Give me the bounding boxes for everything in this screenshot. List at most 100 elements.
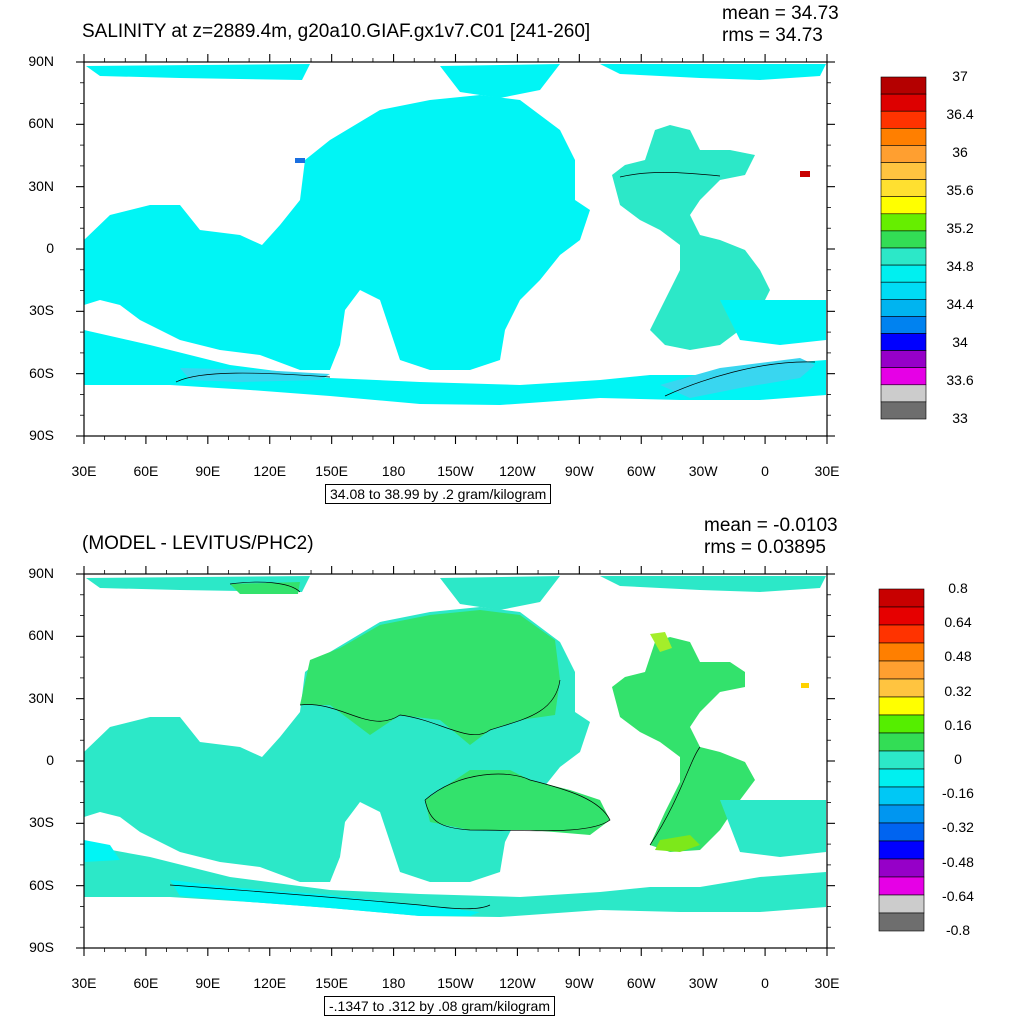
colorbar-swatch (878, 786, 925, 806)
colorbar-label: 35.6 (946, 182, 974, 198)
y-tick-label: 30S (29, 302, 54, 319)
colorbar-swatch (880, 298, 927, 317)
colorbar-swatch (880, 333, 927, 351)
colorbar-label: 35.2 (946, 220, 974, 236)
y-tick-label: 90N (28, 565, 54, 581)
y-tick-label: 90S (29, 939, 54, 955)
colorbar-swatch (878, 912, 925, 932)
y-tick-label: 60S (29, 876, 54, 893)
colorbar-label: 34 (952, 334, 968, 350)
colorbar-swatch (878, 768, 925, 788)
x-tick-label: 120E (253, 975, 287, 991)
x-tick-label: 30E (814, 975, 840, 991)
colorbar-label: -0.32 (942, 819, 974, 836)
y-tick-label: 30N (28, 689, 54, 706)
x-tick-label: 120W (499, 975, 536, 991)
panel2-mean: mean = -0.0103 (704, 515, 838, 536)
colorbar-swatch (880, 110, 927, 129)
panel2-contour-info: -.1347 to .312 by .08 gram/kilogram (324, 996, 556, 1016)
colorbar-swatch (880, 281, 927, 300)
colorbar-swatch (878, 642, 925, 662)
y-tick-label: 0 (46, 752, 54, 768)
panel2-colorbar (878, 588, 925, 932)
panel2-atlantic-anomaly (612, 637, 755, 852)
x-tick-label: 120W (499, 463, 536, 479)
colorbar-label: -0.48 (942, 853, 974, 870)
colorbar-swatch (878, 588, 925, 608)
colorbar-label: 33.6 (946, 372, 974, 388)
colorbar-swatch (878, 840, 925, 860)
axis-ticks (76, 54, 835, 956)
colorbar-swatch (878, 624, 925, 644)
colorbar-swatch (880, 230, 927, 249)
colorbar-swatch (880, 145, 927, 163)
x-tick-label: 30E (71, 463, 97, 479)
x-tick-label: 60E (133, 463, 159, 479)
colorbar-label: 36.4 (946, 106, 974, 122)
panel2-map (83, 573, 828, 949)
colorbar-swatch (880, 93, 927, 112)
panel1-mean: mean = 34.73 (722, 3, 839, 24)
y-tick-label: 60S (29, 364, 54, 381)
colorbar-swatch (880, 196, 927, 215)
panel1-colorbar (880, 76, 927, 420)
colorbar-swatch (878, 660, 925, 680)
colorbar-swatch (878, 732, 925, 752)
colorbar-swatch (880, 350, 927, 369)
x-tick-label: 60W (626, 975, 656, 991)
panel1-arctic-ocean (86, 64, 310, 80)
colorbar-swatch (878, 804, 925, 824)
colorbar-swatch (880, 162, 927, 180)
panel1-rms: rms = 34.73 (722, 25, 823, 46)
colorbar-label: 34.8 (946, 258, 974, 274)
panel2-rms: rms = 0.03895 (704, 537, 826, 558)
colorbar-label: 0.32 (944, 682, 972, 699)
colorbar-swatch (880, 264, 927, 283)
colorbar-label: 0.64 (944, 614, 972, 631)
colorbar-swatch (878, 696, 925, 716)
y-tick-label: 30N (28, 177, 54, 194)
x-tick-label: 30E (814, 463, 840, 479)
colorbar-swatch (880, 316, 927, 334)
x-tick-label: 0 (761, 975, 769, 991)
panel1-atlantic (612, 125, 770, 350)
y-tick-label: 30S (29, 814, 54, 831)
colorbar-label: -0.64 (942, 887, 974, 904)
colorbar-swatch (880, 401, 927, 420)
x-tick-label: 150W (437, 975, 474, 991)
colorbar-label: 34.4 (946, 296, 974, 312)
colorbar-label: 0.8 (948, 580, 968, 596)
colorbar-swatch (880, 128, 927, 146)
x-tick-label: 30W (688, 975, 718, 991)
x-tick-label: 90E (195, 975, 221, 991)
x-tick-label: 90E (195, 463, 221, 479)
x-tick-label: 30E (71, 975, 97, 991)
colorbar-label: 0.48 (944, 648, 972, 665)
x-tick-label: 90W (564, 463, 594, 479)
colorbar-label: 0.16 (944, 716, 972, 733)
y-tick-label: 90S (29, 427, 54, 443)
colorbar-swatch (880, 247, 927, 266)
x-tick-label: 60E (133, 975, 159, 991)
colorbar-swatch (878, 750, 925, 770)
panel1-title: SALINITY at z=2889.4m, g20a10.GIAF.gx1v7… (82, 21, 591, 42)
y-tick-label: 60N (28, 627, 54, 644)
panel1-pacific-indian (84, 95, 590, 370)
x-tick-label: 150E (315, 975, 348, 991)
y-tick-label: 90N (28, 53, 54, 69)
colorbar-label: 33 (952, 410, 968, 426)
colorbar-label: 37 (952, 68, 968, 84)
panel1-contour-info: 34.08 to 38.99 by .2 gram/kilogram (325, 484, 552, 504)
colorbar-swatch (878, 858, 925, 878)
colorbar-swatch (880, 179, 927, 198)
x-tick-label: 150W (437, 463, 474, 479)
colorbar-swatch (880, 76, 927, 95)
colorbar-swatch (880, 213, 927, 232)
colorbar-swatch (880, 367, 927, 386)
colorbar-label: -0.16 (942, 785, 974, 802)
colorbar-label: 36 (952, 144, 968, 160)
colorbar-label: 0 (954, 751, 962, 767)
colorbar-swatch (878, 822, 925, 842)
colorbar-swatch (880, 384, 927, 403)
panel1-map (83, 61, 828, 437)
